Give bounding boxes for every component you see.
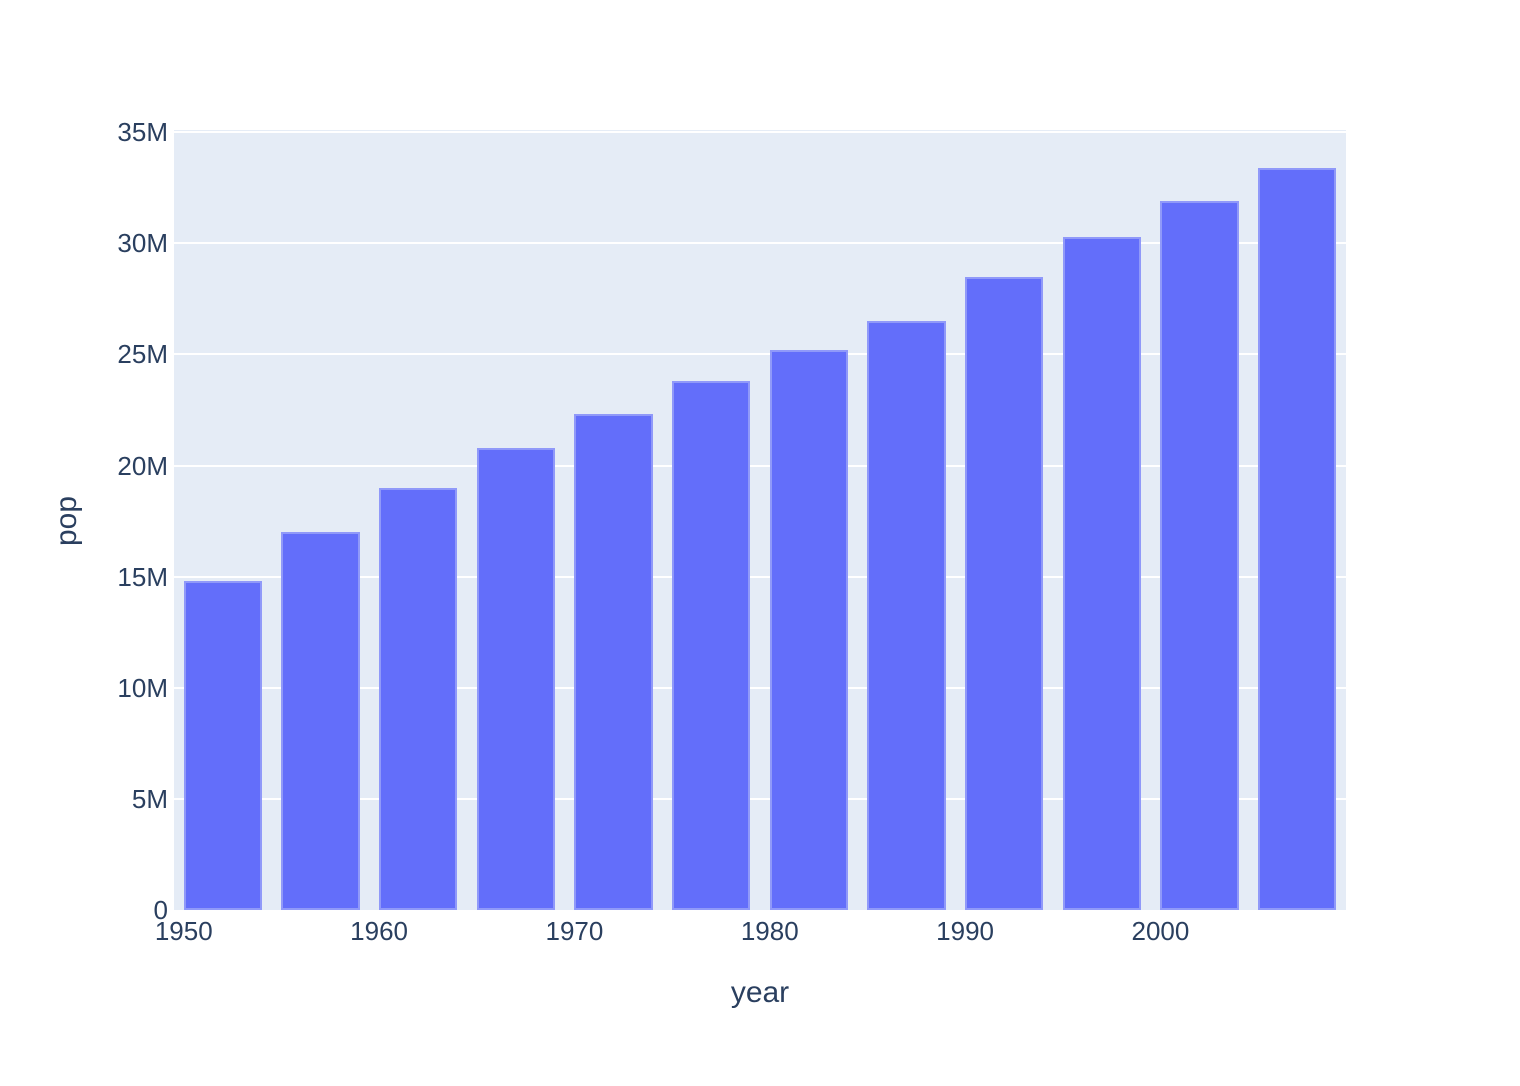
gridline [174, 464, 1346, 467]
gridline [174, 797, 1346, 800]
bar[interactable] [1062, 236, 1141, 910]
bar[interactable] [965, 276, 1044, 910]
bar[interactable] [574, 414, 653, 910]
gridline [174, 242, 1346, 245]
bar[interactable] [672, 381, 751, 910]
bar[interactable] [281, 532, 360, 910]
y-tick-label: 30M [117, 228, 168, 259]
x-tick-label: 1950 [154, 916, 213, 946]
x-tick-label: 2000 [1131, 916, 1190, 946]
gridline [174, 131, 1346, 134]
gridline [174, 353, 1346, 356]
y-tick-label: 5M [131, 783, 168, 814]
bar[interactable] [476, 447, 555, 910]
y-tick-label: 0 [153, 895, 168, 925]
y-axis-title: pop [50, 495, 83, 547]
x-tick-label: 1970 [545, 916, 604, 946]
y-tick-label: 10M [117, 672, 168, 703]
bar[interactable] [867, 321, 946, 910]
plot-area[interactable] [174, 130, 1346, 910]
gridline [174, 575, 1346, 578]
y-tick-label: 35M [117, 117, 168, 148]
bar[interactable] [183, 581, 262, 910]
bar[interactable] [379, 487, 458, 910]
y-tick-label: 15M [117, 561, 168, 592]
y-tick-label: 20M [117, 450, 168, 481]
bar[interactable] [769, 350, 848, 910]
gridline [174, 686, 1346, 689]
bar[interactable] [1258, 167, 1337, 910]
x-tick-label: 1980 [740, 916, 799, 946]
x-tick-label: 1990 [936, 916, 995, 946]
x-axis-title: year [730, 976, 790, 1009]
y-tick-label: 25M [117, 339, 168, 370]
bar[interactable] [1160, 201, 1239, 910]
x-tick-label: 1960 [350, 916, 409, 946]
